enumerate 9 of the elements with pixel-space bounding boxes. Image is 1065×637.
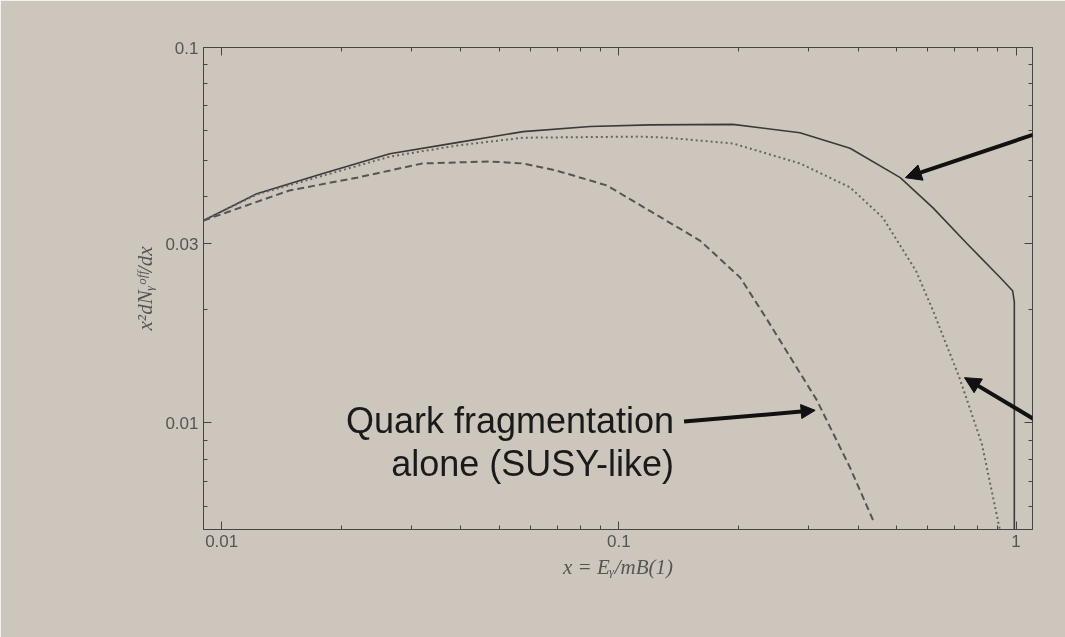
x-tick-label: 1 [1011, 531, 1021, 551]
y-tick-label: 0.03 [165, 234, 199, 254]
x-tick-label: 0.01 [205, 531, 239, 551]
y-axis-title: x²dNᵧᵒᶠᶠ/dx [133, 245, 158, 332]
y-tick-label: 0.1 [174, 38, 199, 58]
annotation: Quark fragmentation alone (SUSY-like) [345, 399, 675, 484]
y-tick-label: 0.01 [165, 413, 199, 433]
x-tick-label: 0.1 [607, 531, 631, 551]
x-axis-title: x = Eᵧ/mB(1) [562, 554, 673, 579]
